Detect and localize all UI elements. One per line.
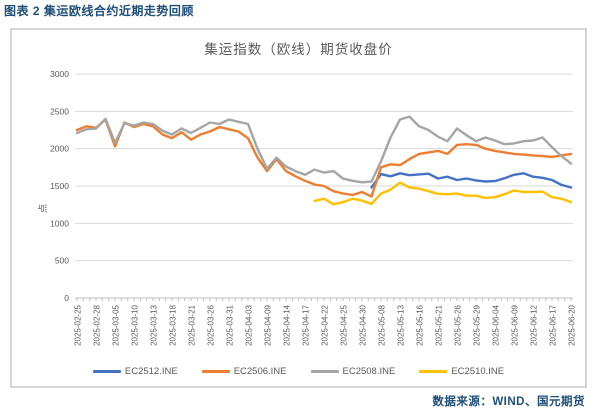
chart-title: 集运指数（欧线）期货收盘价	[204, 42, 393, 57]
svg-text:0: 0	[64, 293, 69, 303]
svg-text:2025-03-21: 2025-03-21	[188, 304, 197, 345]
svg-text:2025-06-12: 2025-06-12	[530, 304, 539, 345]
svg-text:2025-05-13: 2025-05-13	[397, 304, 406, 345]
legend-swatch	[201, 370, 230, 373]
svg-text:2025-04-09: 2025-04-09	[264, 304, 273, 345]
svg-text:1500: 1500	[50, 181, 69, 191]
legend-item-EC2506.INE: EC2506.INE	[201, 366, 287, 377]
chart-container: 集运指数（欧线）期货收盘价 点 0 500 1000 1500 2000 2500 3000…	[10, 28, 587, 388]
svg-text:2025-04-30: 2025-04-30	[359, 304, 368, 345]
svg-text:2025-06-20: 2025-06-20	[568, 304, 577, 345]
legend-item-EC2508.INE: EC2508.INE	[310, 366, 396, 377]
svg-text:500: 500	[55, 256, 69, 266]
svg-text:2025-05-21: 2025-05-21	[435, 304, 444, 345]
svg-text:3000: 3000	[50, 69, 69, 79]
legend-swatch	[310, 370, 339, 373]
chart-legend: EC2512.INE EC2506.INE EC2508.INE EC2510.INE	[12, 366, 585, 377]
svg-text:2025-06-09: 2025-06-09	[511, 304, 520, 345]
svg-text:2025-03-18: 2025-03-18	[169, 304, 178, 345]
figure-caption: 图表 2 集运欧线合约近期走势回顾	[4, 4, 194, 18]
svg-text:2025-06-04: 2025-06-04	[492, 304, 501, 345]
legend-label: EC2512.INE	[124, 366, 178, 377]
svg-text:2025-02-25: 2025-02-25	[74, 304, 83, 345]
svg-text:2025-05-26: 2025-05-26	[454, 304, 463, 345]
legend-label: EC2506.INE	[233, 366, 287, 377]
svg-text:2025-05-29: 2025-05-29	[473, 304, 482, 345]
svg-text:2025-03-31: 2025-03-31	[226, 304, 235, 345]
svg-text:1000: 1000	[50, 218, 69, 228]
svg-text:2025-03-26: 2025-03-26	[207, 304, 216, 345]
svg-text:2025-03-05: 2025-03-05	[112, 304, 121, 345]
svg-text:2025-04-14: 2025-04-14	[283, 304, 292, 345]
legend-label: EC2508.INE	[342, 366, 396, 377]
chart-plot: 0 500 1000 1500 2000 2500 3000 2025-02-25 2025-0…	[12, 30, 585, 391]
svg-text:2025-04-25: 2025-04-25	[340, 304, 349, 345]
svg-text:2025-03-10: 2025-03-10	[131, 304, 140, 345]
legend-item-EC2512.INE: EC2512.INE	[92, 366, 178, 377]
svg-text:2025-04-17: 2025-04-17	[302, 304, 311, 345]
legend-label: EC2510.INE	[451, 366, 505, 377]
svg-text:2025-04-03: 2025-04-03	[245, 304, 254, 345]
svg-text:2025-05-16: 2025-05-16	[416, 304, 425, 345]
svg-text:2025-02-28: 2025-02-28	[93, 304, 102, 345]
legend-item-EC2510.INE: EC2510.INE	[419, 366, 504, 377]
data-source: 数据来源：WIND、国元期货	[432, 396, 585, 408]
legend-swatch	[92, 370, 121, 373]
svg-text:2500: 2500	[50, 106, 69, 116]
svg-text:2025-04-22: 2025-04-22	[321, 304, 330, 345]
svg-text:2025-03-13: 2025-03-13	[150, 304, 159, 345]
svg-text:2025-05-08: 2025-05-08	[378, 304, 387, 345]
legend-swatch	[419, 370, 448, 373]
svg-text:2025-06-17: 2025-06-17	[549, 304, 558, 345]
svg-text:2000: 2000	[50, 144, 69, 154]
